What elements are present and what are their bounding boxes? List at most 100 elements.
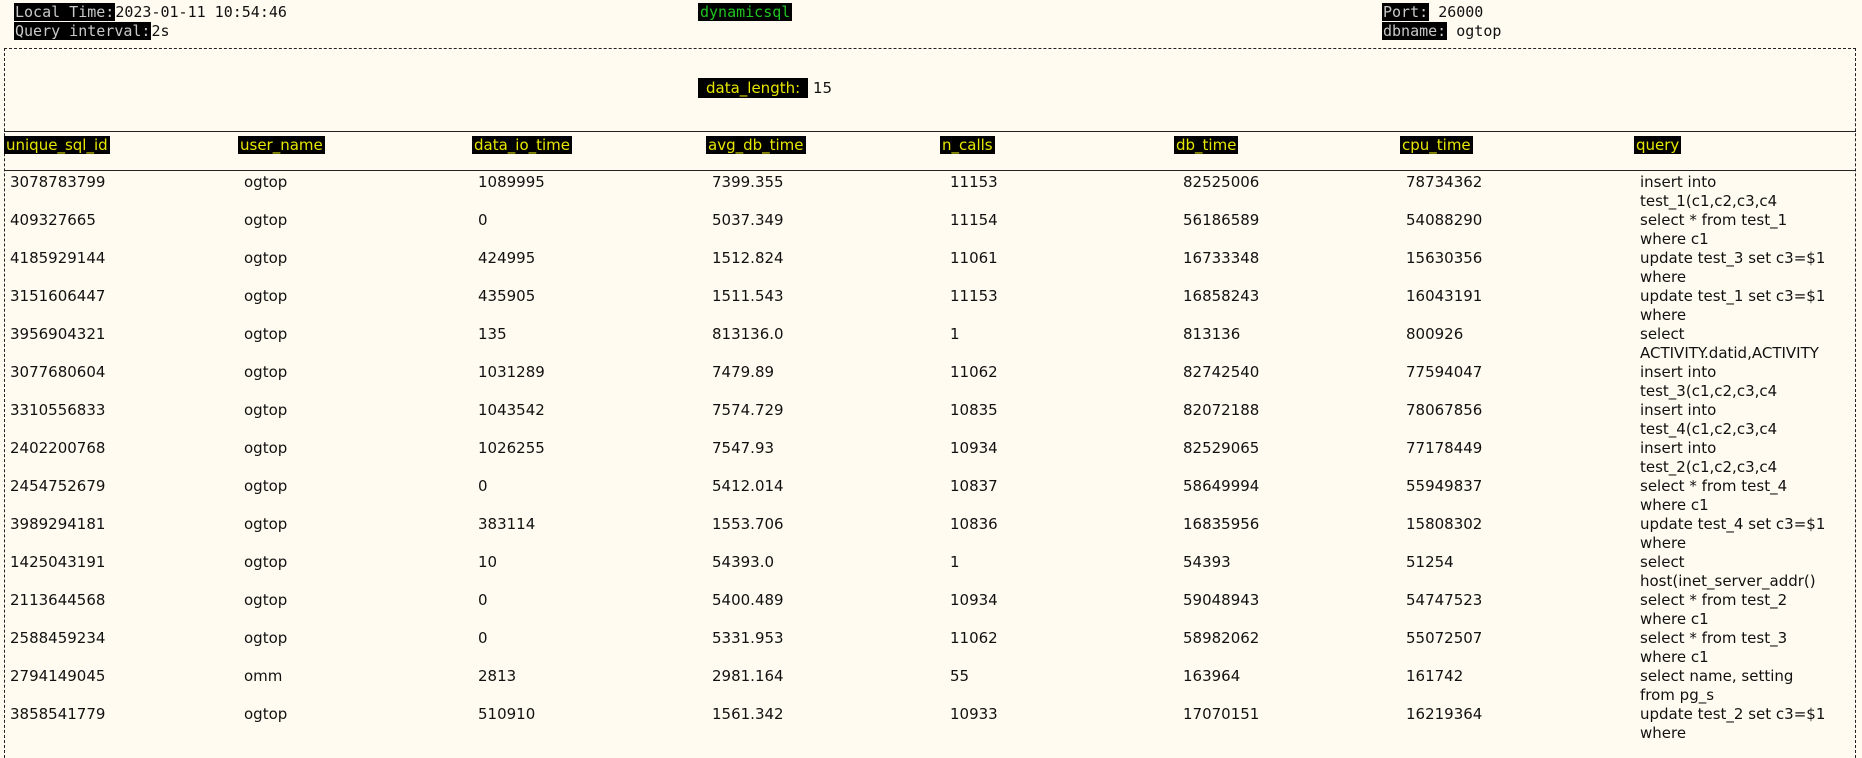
cell-cpu-time: 78067856 — [1406, 401, 1483, 419]
cell-cpu-time: 77594047 — [1406, 363, 1483, 381]
column-header-data-io-time[interactable]: data_io_time — [472, 136, 573, 154]
column-header-query[interactable]: query — [1634, 136, 1682, 154]
cell-cpu-time: 51254 — [1406, 553, 1454, 571]
cell-db-time: 82072188 — [1183, 401, 1260, 419]
cell-n-calls: 10837 — [950, 477, 998, 495]
cell-n-calls: 1 — [950, 553, 960, 571]
cell-avg-db-time: 7479.89 — [712, 363, 775, 381]
cell-cpu-time: 54088290 — [1406, 211, 1483, 229]
cell-unique-sql-id: 2588459234 — [10, 629, 106, 647]
cell-query: update test_3 set c3=$1 where — [1640, 249, 1826, 286]
cell-unique-sql-id: 3151606447 — [10, 287, 106, 305]
cell-avg-db-time: 54393.0 — [712, 553, 775, 571]
column-header-unique-sql-id[interactable]: unique_sql_id — [4, 136, 110, 154]
port-value: 26000 — [1438, 3, 1484, 21]
data-length-label: data_length: — [698, 78, 809, 98]
cell-cpu-time: 15808302 — [1406, 515, 1483, 533]
cell-data-io-time: 383114 — [478, 515, 536, 533]
cell-user-name: ogtop — [244, 249, 288, 267]
cell-db-time: 59048943 — [1183, 591, 1260, 609]
cell-n-calls: 11153 — [950, 173, 998, 191]
cell-avg-db-time: 1512.824 — [712, 249, 784, 267]
cell-query: update test_4 set c3=$1 where — [1640, 515, 1826, 552]
cell-cpu-time: 800926 — [1406, 325, 1464, 343]
cell-query: select * from test_2 where c1 — [1640, 591, 1788, 628]
dbname: dbname: ogtop — [1382, 22, 1501, 41]
cell-avg-db-time: 1561.342 — [712, 705, 784, 723]
cell-avg-db-time: 5412.014 — [712, 477, 784, 495]
query-interval-label: Query interval: — [14, 22, 152, 40]
port: Port: 26000 — [1382, 3, 1483, 22]
cell-data-io-time: 435905 — [478, 287, 536, 305]
cell-user-name: ogtop — [244, 439, 288, 457]
cell-cpu-time: 54747523 — [1406, 591, 1483, 609]
cell-data-io-time: 1089995 — [478, 173, 545, 191]
cell-avg-db-time: 2981.164 — [712, 667, 784, 685]
cell-user-name: omm — [244, 667, 283, 685]
data-length-value: 15 — [812, 79, 833, 97]
cell-user-name: ogtop — [244, 325, 288, 343]
cell-db-time: 163964 — [1183, 667, 1241, 685]
cell-data-io-time: 0 — [478, 591, 488, 609]
cell-unique-sql-id: 3077680604 — [10, 363, 106, 381]
cell-query: select * from test_1 where c1 — [1640, 211, 1788, 248]
cell-cpu-time: 55949837 — [1406, 477, 1483, 495]
cell-avg-db-time: 813136.0 — [712, 325, 784, 343]
cell-data-io-time: 1026255 — [478, 439, 545, 457]
cell-data-io-time: 510910 — [478, 705, 536, 723]
view-name: dynamicsql — [698, 3, 793, 21]
cell-avg-db-time: 5037.349 — [712, 211, 784, 229]
cell-cpu-time: 15630356 — [1406, 249, 1483, 267]
view-title: dynamicsql — [698, 3, 793, 22]
cell-data-io-time: 0 — [478, 211, 488, 229]
cell-n-calls: 11062 — [950, 363, 998, 381]
cell-avg-db-time: 1553.706 — [712, 515, 784, 533]
cell-unique-sql-id: 3310556833 — [10, 401, 106, 419]
column-header-cpu-time[interactable]: cpu_time — [1400, 136, 1473, 154]
cell-unique-sql-id: 2113644568 — [10, 591, 106, 609]
cell-query: insert into test_3(c1,c2,c3,c4 — [1640, 363, 1778, 400]
cell-avg-db-time: 5400.489 — [712, 591, 784, 609]
cell-db-time: 58982062 — [1183, 629, 1260, 647]
column-header-avg-db-time[interactable]: avg_db_time — [706, 136, 806, 154]
cell-avg-db-time: 5331.953 — [712, 629, 784, 647]
cell-db-time: 82742540 — [1183, 363, 1260, 381]
cell-query: select * from test_4 where c1 — [1640, 477, 1788, 514]
cell-query: select ACTIVITY.datid,ACTIVITY — [1640, 325, 1819, 362]
header-rule-top — [4, 131, 1856, 132]
cell-unique-sql-id: 4185929144 — [10, 249, 106, 267]
cell-data-io-time: 1043542 — [478, 401, 545, 419]
query-interval: Query interval:2s — [14, 22, 170, 41]
cell-cpu-time: 77178449 — [1406, 439, 1483, 457]
local-time-label: Local Time: — [14, 3, 116, 21]
cell-user-name: ogtop — [244, 591, 288, 609]
cell-n-calls: 10933 — [950, 705, 998, 723]
cell-n-calls: 10836 — [950, 515, 998, 533]
cell-db-time: 58649994 — [1183, 477, 1260, 495]
cell-avg-db-time: 1511.543 — [712, 287, 784, 305]
cell-n-calls: 11061 — [950, 249, 998, 267]
cell-query: insert into test_1(c1,c2,c3,c4 — [1640, 173, 1778, 210]
cell-db-time: 813136 — [1183, 325, 1241, 343]
cell-unique-sql-id: 409327665 — [10, 211, 96, 229]
cell-query: select host(inet_server_addr() — [1640, 553, 1816, 590]
cell-db-time: 56186589 — [1183, 211, 1260, 229]
column-header-db-time[interactable]: db_time — [1174, 136, 1239, 154]
dbname-value: ogtop — [1456, 22, 1502, 40]
column-header-n-calls[interactable]: n_calls — [940, 136, 995, 154]
cell-avg-db-time: 7399.355 — [712, 173, 784, 191]
cell-n-calls: 10835 — [950, 401, 998, 419]
cell-unique-sql-id: 3956904321 — [10, 325, 106, 343]
cell-data-io-time: 135 — [478, 325, 507, 343]
cell-n-calls: 10934 — [950, 439, 998, 457]
cell-cpu-time: 78734362 — [1406, 173, 1483, 191]
column-header-user-name[interactable]: user_name — [238, 136, 325, 154]
cell-n-calls: 55 — [950, 667, 970, 685]
header-rule-bottom — [4, 170, 1856, 171]
cell-user-name: ogtop — [244, 477, 288, 495]
cell-n-calls: 11153 — [950, 287, 998, 305]
cell-n-calls: 10934 — [950, 591, 998, 609]
local-time-value: 2023-01-11 10:54:46 — [115, 3, 287, 21]
cell-data-io-time: 1031289 — [478, 363, 545, 381]
cell-user-name: ogtop — [244, 287, 288, 305]
